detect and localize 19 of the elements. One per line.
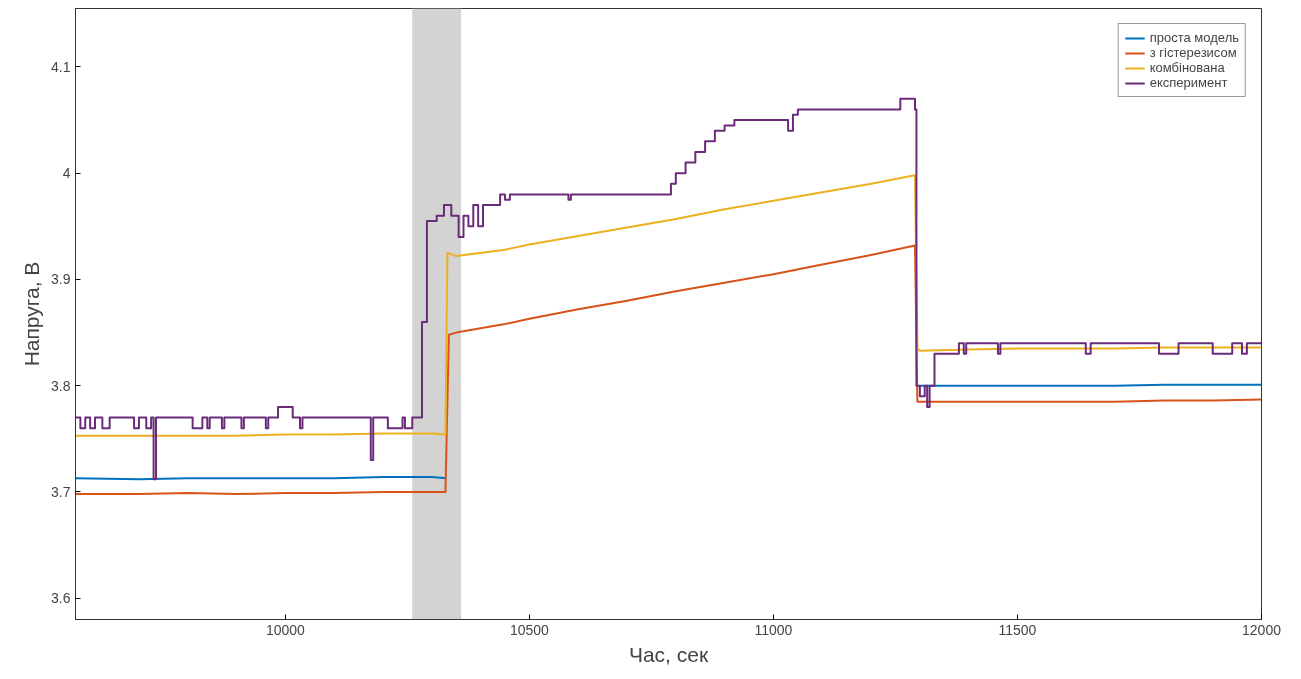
x-tick-label: 10000 (265, 621, 306, 638)
y-axis-title: Напруга, В (20, 261, 44, 367)
y-tick-label: 3.7 (51, 483, 71, 500)
x-tick-label: 10500 (509, 621, 550, 638)
x-tick-label: 11500 (998, 621, 1037, 638)
line-series (75, 174, 1262, 437)
legend-label: комбінована (1149, 60, 1225, 75)
x-axis-title: Час, сек (628, 642, 709, 666)
y-tick-label: 3.6 (51, 590, 71, 607)
y-tick-label: 3.8 (51, 377, 71, 394)
legend-label: проста модель (1149, 30, 1239, 45)
legend-label: експеримент (1149, 75, 1228, 90)
x-tick-label: 11000 (754, 621, 793, 638)
y-tick-label: 4 (62, 165, 71, 182)
legend-label: з гістерезисом (1149, 45, 1237, 60)
x-tick-label: 12000 (1242, 621, 1282, 638)
y-tick-label: 4.1 (51, 58, 71, 75)
line-series (75, 244, 1262, 496)
y-tick-label: 3.9 (51, 271, 71, 288)
